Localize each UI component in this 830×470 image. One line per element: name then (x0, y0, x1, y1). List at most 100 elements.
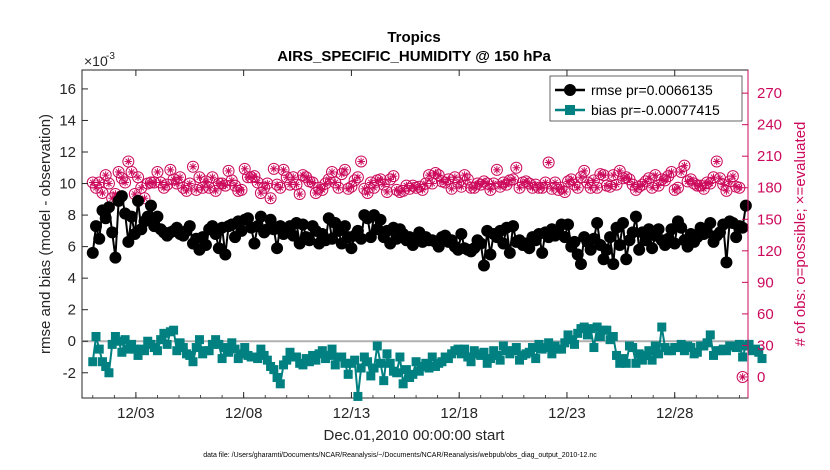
y-tick-label: 12 (59, 144, 76, 161)
obs-evaluated-stroke (493, 166, 500, 173)
x-tick-label: 12/13 (333, 405, 371, 422)
bias-point (159, 328, 169, 338)
obs-evaluated-stroke (645, 175, 652, 182)
obs-evaluated-marker (496, 182, 504, 191)
obs-evaluated-marker (334, 183, 343, 192)
obs-evaluated-marker (92, 183, 100, 192)
obs-evaluated-marker (270, 165, 278, 173)
obs-evaluated-stroke (413, 184, 420, 191)
obs-evaluated-stroke (600, 172, 607, 179)
bias-point (392, 368, 402, 378)
obs-possible-marker (380, 185, 393, 198)
obs-evaluated-stroke (522, 178, 530, 185)
y-axis-label-right: # of obs: o=possible; ×=evaluated (792, 122, 809, 347)
bias-point (311, 355, 321, 365)
obs-evaluated-stroke (425, 172, 433, 179)
bias-point (637, 355, 647, 365)
bias-point (634, 349, 644, 359)
obs-evaluated-marker (593, 183, 601, 192)
obs-evaluated-marker (137, 183, 146, 192)
obs-possible-marker (710, 155, 723, 168)
x-axis-label: Dec.01,2010 00:00:00 start (324, 427, 506, 444)
obs-possible-marker (384, 173, 397, 186)
obs-evaluated-marker (247, 173, 255, 182)
y-tick-label: 4 (68, 270, 76, 287)
obs-evaluated-stroke (261, 184, 268, 191)
obs-evaluated-marker (341, 166, 349, 174)
obs-evaluated-marker (651, 171, 660, 179)
bias-point (679, 346, 689, 356)
bias-point (94, 344, 104, 354)
obs-evaluated-stroke (733, 183, 740, 190)
bias-point (592, 322, 602, 332)
obs-possible-marker (112, 165, 125, 178)
obs-evaluated-stroke (674, 184, 681, 191)
obs-evaluated-stroke (587, 184, 594, 191)
obs-evaluated-stroke (128, 168, 135, 175)
bias-point (573, 328, 583, 338)
obs-evaluated-marker (680, 161, 689, 170)
obs-evaluated-marker (250, 172, 259, 180)
obs-evaluated-marker (389, 172, 398, 180)
obs-evaluated-marker (237, 186, 246, 194)
obs-evaluated-marker (282, 173, 291, 182)
obs-evaluated-marker (460, 171, 469, 179)
obs-evaluated-stroke (164, 181, 171, 188)
bias-point (534, 339, 544, 349)
obs-evaluated-stroke (532, 181, 539, 188)
obs-evaluated-marker (231, 181, 239, 190)
bias-point (644, 346, 654, 356)
obs-evaluated-marker (493, 166, 501, 174)
obs-evaluated-marker (664, 172, 673, 180)
rmse-point (646, 242, 659, 255)
obs-evaluated-marker (428, 179, 437, 188)
rmse-point (620, 253, 633, 266)
bias-point (692, 347, 702, 357)
obs-evaluated-marker (321, 179, 330, 188)
obs-evaluated-stroke (506, 177, 513, 184)
rmse-point (241, 212, 254, 225)
obs-evaluated-stroke (286, 181, 294, 188)
obs-possible-marker (271, 178, 284, 191)
obs-evaluated-marker (276, 183, 285, 192)
bias-point (560, 338, 570, 348)
obs-evaluated-marker (198, 183, 207, 192)
obs-evaluated-stroke (264, 180, 271, 187)
bias-point (547, 349, 557, 359)
rmse-point (115, 190, 128, 203)
rmse-point (675, 221, 688, 234)
obs-evaluated-marker (308, 178, 317, 187)
bias-point (744, 339, 754, 349)
obs-evaluated-stroke (548, 185, 555, 192)
obs-evaluated-stroke (716, 175, 723, 182)
legend-rmse-label: rmse pr=0.0066135 (591, 82, 713, 98)
obs-evaluated-stroke (361, 185, 368, 192)
obs-evaluated-stroke (186, 180, 193, 187)
obs-possible-marker (190, 183, 203, 196)
obs-evaluated-stroke (341, 166, 348, 173)
rmse-point (144, 199, 157, 212)
obs-evaluated-marker (560, 188, 569, 196)
bias-point (395, 352, 405, 362)
obs-evaluated-stroke (626, 176, 633, 183)
obs-evaluated-stroke (383, 188, 390, 195)
obs-evaluated-marker (512, 163, 521, 172)
bias-point (356, 363, 366, 373)
obs-evaluated-marker (538, 183, 546, 192)
obs-evaluated-stroke (558, 184, 565, 191)
bias-point (330, 360, 340, 370)
obs-evaluated-stroke (713, 158, 720, 165)
obs-evaluated-marker (363, 189, 372, 197)
bias-point (408, 369, 418, 379)
chart-title: Tropics (387, 29, 440, 46)
bias-point (456, 349, 466, 359)
obs-evaluated-marker (185, 179, 194, 188)
bias-point (207, 339, 217, 349)
legend-bias-marker (565, 105, 575, 115)
rmse-point (668, 237, 681, 250)
bias-point (511, 343, 521, 353)
obs-evaluated-stroke (235, 187, 242, 194)
obs-evaluated-marker (722, 187, 731, 195)
obs-evaluated-stroke (364, 189, 371, 197)
obs-evaluated-marker (150, 178, 159, 187)
